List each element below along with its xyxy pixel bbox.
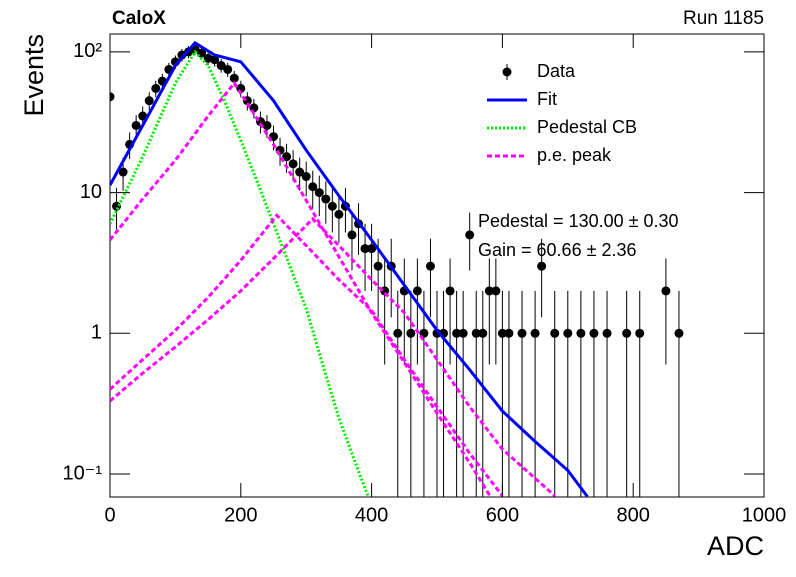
legend-label: Pedestal CB xyxy=(537,117,637,137)
data-point xyxy=(530,328,540,338)
data-point xyxy=(393,328,403,338)
y-tick-label: 1 xyxy=(91,322,102,344)
data-point xyxy=(144,96,154,106)
x-tick-label: 0 xyxy=(104,504,115,526)
legend-marker xyxy=(502,67,512,77)
data-point xyxy=(517,328,527,338)
data-point xyxy=(484,286,494,296)
chart-title: CaloX xyxy=(112,8,166,29)
fit-curve xyxy=(110,213,504,497)
fit-curve xyxy=(110,40,589,497)
fit-curve xyxy=(110,216,556,497)
data-point xyxy=(131,120,141,130)
data-point xyxy=(321,194,331,204)
data-point xyxy=(334,209,344,219)
y-tick-label: 10² xyxy=(73,40,102,62)
data-point xyxy=(537,261,547,271)
data-point xyxy=(478,328,488,338)
y-axis-label: Events xyxy=(19,34,49,117)
data-point xyxy=(373,261,383,271)
data-point xyxy=(216,61,226,71)
data-point xyxy=(282,152,292,162)
legend-label: Data xyxy=(537,61,576,81)
data-point xyxy=(360,244,370,254)
data-point xyxy=(589,328,599,338)
data-point xyxy=(412,286,422,296)
x-tick-label: 200 xyxy=(224,504,257,526)
data-point xyxy=(327,201,337,211)
data-point xyxy=(229,73,239,83)
data-point xyxy=(504,328,514,338)
data-point xyxy=(151,83,161,93)
data-point xyxy=(425,261,435,271)
data-point xyxy=(295,167,305,177)
data-point xyxy=(471,328,481,338)
data-point xyxy=(465,230,475,240)
data-point xyxy=(110,92,115,102)
data-point xyxy=(347,230,357,240)
x-tick-label: 600 xyxy=(486,504,519,526)
data-point xyxy=(622,328,632,338)
x-axis-label: ADC xyxy=(707,531,764,561)
fit-curve xyxy=(110,80,493,497)
annotation: Gain = 60.66 ± 2.36 xyxy=(478,240,637,260)
data-point xyxy=(602,328,612,338)
legend-label: p.e. peak xyxy=(537,145,612,165)
data-point xyxy=(550,328,560,338)
data-point xyxy=(210,55,220,65)
chart-subtitle: Run 1185 xyxy=(683,8,764,29)
x-tick-label: 400 xyxy=(355,504,388,526)
data-point xyxy=(308,182,318,192)
y-tick-label: 10 xyxy=(80,181,102,203)
data-point xyxy=(635,328,645,338)
x-tick-label: 800 xyxy=(617,504,650,526)
data-point xyxy=(406,328,416,338)
y-tick-label: 10⁻¹ xyxy=(63,462,103,484)
data-point xyxy=(674,328,684,338)
data-point xyxy=(288,159,298,169)
legend-label: Fit xyxy=(537,89,557,109)
data-point xyxy=(452,328,462,338)
data-point xyxy=(262,120,272,130)
data-point xyxy=(314,188,324,198)
data-point xyxy=(223,64,233,74)
data-point xyxy=(118,167,128,177)
data-point xyxy=(661,286,671,296)
plot-area xyxy=(110,40,684,497)
data-point xyxy=(301,172,311,182)
data-point xyxy=(491,286,501,296)
data-point xyxy=(367,244,377,254)
x-tick-label: 1000 xyxy=(742,504,787,526)
data-point xyxy=(445,286,455,296)
data-point xyxy=(458,328,468,338)
data-point xyxy=(563,328,573,338)
data-point xyxy=(497,328,507,338)
annotation: Pedestal = 130.00 ± 0.30 xyxy=(478,211,679,231)
fit-curve xyxy=(110,49,371,497)
data-point xyxy=(576,328,586,338)
